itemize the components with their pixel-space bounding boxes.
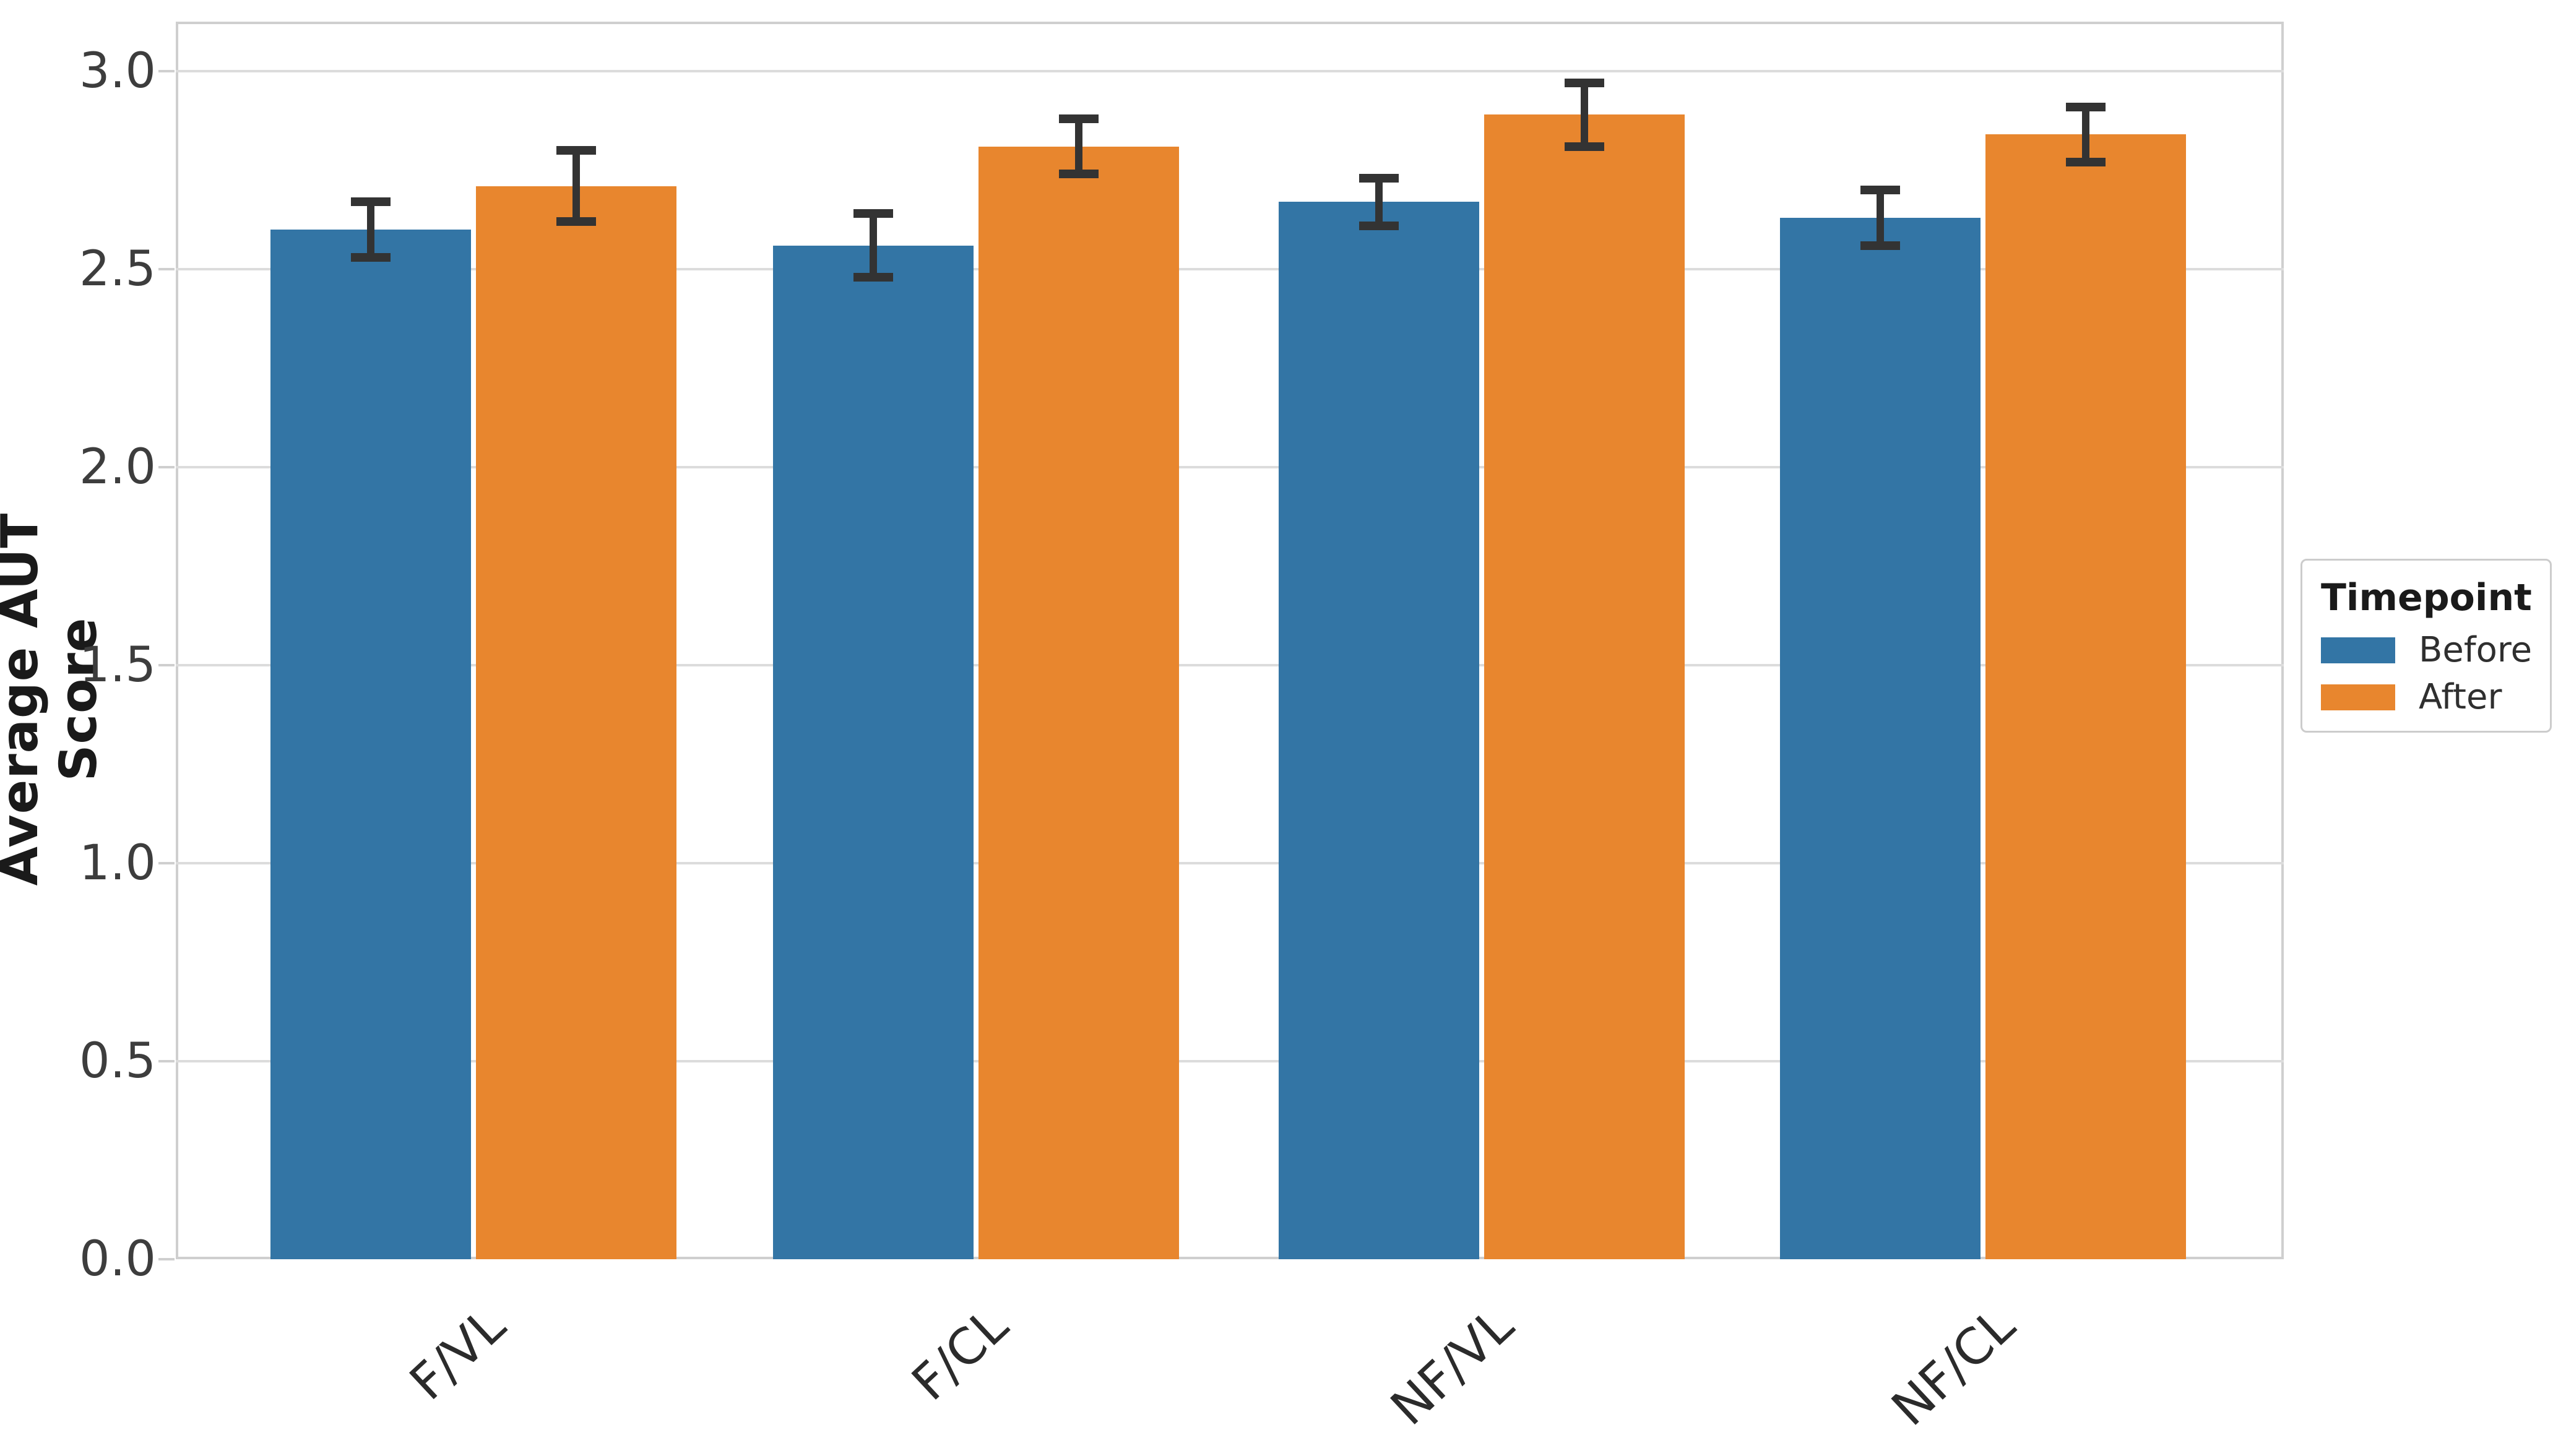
error-cap-bottom-before-NF/CL — [1860, 241, 1900, 250]
gridline-1.5 — [176, 664, 2284, 666]
legend: Timepoint Before After — [2300, 559, 2552, 733]
bar-before-F/CL — [773, 245, 974, 1259]
bar-after-NF/VL — [1484, 114, 1685, 1259]
bar-before-NF/VL — [1279, 202, 1479, 1259]
error-cap-top-before-NF/CL — [1860, 186, 1900, 194]
error-cap-top-after-NF/VL — [1565, 79, 1604, 88]
bar-after-NF/CL — [1985, 134, 2186, 1259]
y-tick-label-3.0: 3.0 — [79, 43, 156, 99]
error-bar-before-F/CL — [870, 213, 877, 277]
y-tick-mark-1.5 — [158, 664, 175, 666]
y-tick-label-2.5: 2.5 — [79, 241, 156, 297]
error-cap-top-after-F/CL — [1059, 114, 1099, 123]
y-tick-mark-0.0 — [158, 1258, 175, 1260]
y-tick-mark-1.0 — [158, 862, 175, 864]
legend-swatch-after — [2321, 684, 2395, 710]
error-cap-bottom-after-F/CL — [1059, 170, 1099, 179]
gridline-3.0 — [176, 70, 2284, 72]
error-cap-top-before-F/VL — [351, 197, 391, 207]
x-tick-label-NF/CL: NF/CL — [1880, 1296, 2026, 1437]
error-cap-bottom-after-NF/CL — [2066, 158, 2106, 167]
y-tick-label-1.5: 1.5 — [79, 637, 156, 693]
legend-items: Before After — [2321, 630, 2533, 715]
error-bar-before-NF/CL — [1877, 190, 1884, 246]
gridline-0.5 — [176, 1060, 2284, 1062]
error-cap-bottom-before-F/CL — [853, 272, 893, 282]
legend-swatch-before — [2321, 637, 2395, 663]
y-tick-label-1.0: 1.0 — [79, 835, 156, 891]
bar-after-F/CL — [978, 146, 1179, 1259]
error-cap-top-before-F/CL — [853, 209, 893, 218]
gridline-1.0 — [176, 862, 2284, 864]
y-tick-label-0.5: 0.5 — [79, 1033, 156, 1089]
gridline-2.5 — [176, 268, 2284, 270]
error-cap-bottom-after-F/VL — [556, 217, 596, 226]
legend-row-after: After — [2321, 680, 2531, 715]
y-tick-label-0.0: 0.0 — [79, 1231, 156, 1287]
error-bar-after-F/CL — [1075, 118, 1082, 174]
y-tick-mark-2.0 — [158, 466, 175, 468]
error-cap-bottom-before-F/VL — [351, 252, 391, 262]
error-bar-after-F/VL — [572, 150, 580, 222]
legend-row-before: Before — [2321, 630, 2533, 670]
legend-title: Timepoint — [2321, 576, 2532, 619]
x-tick-label-NF/VL: NF/VL — [1380, 1296, 1524, 1437]
gridline-2.0 — [176, 466, 2284, 468]
x-tick-label-F/CL: F/CL — [901, 1296, 1019, 1412]
error-bar-before-F/VL — [367, 202, 374, 257]
error-bar-before-NF/VL — [1375, 178, 1383, 226]
y-tick-mark-0.5 — [158, 1060, 175, 1062]
error-cap-top-after-F/VL — [556, 146, 596, 155]
bar-before-F/VL — [270, 230, 471, 1259]
y-tick-mark-3.0 — [158, 70, 175, 72]
x-tick-label-F/VL: F/VL — [399, 1296, 516, 1411]
error-cap-bottom-after-NF/VL — [1565, 142, 1604, 151]
error-bar-after-NF/VL — [1581, 83, 1588, 147]
bar-before-NF/CL — [1780, 217, 1981, 1259]
error-bar-after-NF/CL — [2082, 106, 2089, 163]
bar-after-F/VL — [476, 186, 676, 1259]
legend-label-after: After — [2419, 677, 2502, 717]
error-cap-bottom-before-NF/VL — [1359, 221, 1399, 230]
error-cap-top-after-NF/CL — [2066, 102, 2106, 111]
legend-label-before: Before — [2419, 630, 2533, 670]
y-tick-label-2.0: 2.0 — [79, 439, 156, 495]
y-tick-mark-2.5 — [158, 268, 175, 270]
error-cap-top-before-NF/VL — [1359, 173, 1399, 183]
